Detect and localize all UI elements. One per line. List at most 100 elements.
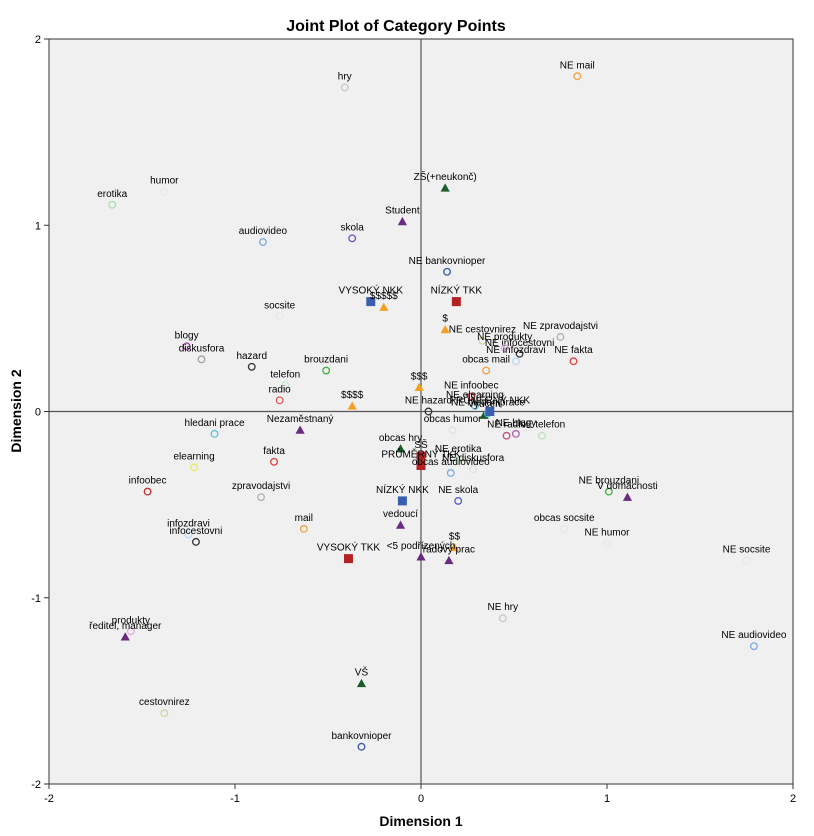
point-marker-circle [443, 267, 451, 276]
category-point: cestovnirez [139, 697, 190, 718]
category-point: VYSOKÝ NKK [339, 284, 403, 307]
point-label: řadový prac [423, 545, 475, 556]
point-marker-circle [160, 187, 169, 196]
y-tick-label: -2 [31, 779, 41, 791]
point-label: cestovnirez [139, 697, 190, 708]
chart-title: Joint Plot of Category Points [286, 18, 506, 35]
point-label: bankovnioper [331, 731, 392, 742]
point-marker-triangle [120, 632, 130, 641]
x-axis-title: Dimension 1 [379, 813, 462, 829]
point-marker-square [416, 451, 426, 461]
point-label: NE audiovideo [721, 630, 786, 641]
category-point: obcas hry [379, 433, 422, 453]
y-axis-ticks: -2 -1 0 1 2 [31, 34, 49, 791]
point-label: humor [150, 176, 179, 187]
category-point: obcas humor [424, 414, 482, 435]
point-label: NE hry [488, 602, 519, 613]
point-label: NE elearning [446, 390, 504, 401]
category-point: fakta [263, 446, 285, 466]
point-marker-circle [275, 312, 284, 321]
point-marker-circle [515, 349, 524, 358]
point-label: brouzdani [304, 355, 348, 366]
point-label: hledani prace [185, 418, 245, 429]
point-marker-circle [498, 614, 507, 623]
y-tick-label: 2 [35, 34, 41, 46]
point-label: NE fakta [554, 345, 593, 356]
point-marker-circle [742, 556, 751, 565]
category-point: produkty [112, 615, 150, 636]
point-marker-circle [446, 469, 455, 477]
category-point: obcas socsite [534, 513, 595, 533]
category-point: hledani prace [185, 418, 245, 438]
point-label: NE infocestovni [485, 338, 554, 349]
point-label: infozdravi [167, 518, 210, 529]
point-label: PRŮMĚRNÝ TKK [381, 448, 461, 461]
point-label: audiovideo [239, 226, 288, 237]
point-marker-circle [454, 496, 463, 505]
category-point: humor [150, 176, 179, 196]
point-marker-triangle [395, 444, 406, 453]
point-label: NE cestovnirez [449, 325, 516, 336]
point-label: $$$$ [341, 390, 364, 401]
point-label: NE mail [560, 60, 595, 71]
point-label: NE erotika [435, 444, 482, 455]
category-point: brouzdani [304, 355, 348, 375]
category-point: NE brouzdani [579, 476, 639, 496]
x-axis-ticks: -2 -1 0 1 2 [44, 784, 796, 805]
x-tick-label: 2 [790, 793, 796, 805]
point-label: infocestovni [170, 526, 223, 537]
point-label: $$$$$ [370, 291, 398, 302]
category-point: NE hazard [405, 396, 452, 416]
category-point: NE fakta [554, 345, 593, 366]
point-marker-circle [191, 537, 200, 546]
point-label: fakta [263, 446, 285, 457]
category-point: obcas audiovideo [412, 457, 490, 477]
point-label: Student [385, 206, 420, 217]
point-marker-triangle [444, 555, 454, 565]
category-point: NE infoobec [444, 381, 498, 401]
point-label: NÍZKÝ TKK [431, 284, 483, 297]
point-marker-circle [281, 381, 290, 390]
category-point: NE infozdravi [486, 345, 546, 366]
category-point: zpravodajstvi [232, 481, 290, 502]
point-label: infoobec [129, 476, 167, 487]
point-marker-triangle [449, 542, 460, 552]
point-marker-circle [511, 429, 520, 438]
point-marker-circle [258, 238, 267, 246]
category-point: vedoucí [383, 509, 418, 529]
category-point: skola [341, 222, 364, 243]
point-marker-square [343, 554, 353, 564]
category-points: hry NE mail humor erotika audiovideo skola Stu… [89, 60, 787, 751]
point-marker-square [416, 461, 426, 471]
point-label: obcas mail [462, 355, 510, 366]
point-marker-circle [210, 429, 219, 438]
point-marker-circle [604, 487, 613, 496]
point-marker-triangle [416, 552, 426, 561]
point-label: obcas socsite [534, 513, 595, 524]
point-label: NE hazard [405, 396, 452, 407]
point-marker-circle [348, 234, 357, 243]
point-marker-square [451, 297, 461, 307]
category-point: NE cestovnirez [449, 325, 516, 345]
point-marker-circle [126, 627, 135, 636]
point-label: NE bankovnioper [409, 256, 486, 267]
category-point: řadový prac [423, 545, 475, 565]
point-marker-square [397, 496, 407, 506]
point-marker-circle [603, 539, 611, 548]
point-marker-circle [299, 524, 308, 533]
category-point: PRŮMĚRNÝ TKK [381, 448, 461, 471]
category-point: VYSOKÝ TKK [317, 541, 380, 564]
category-point: NE erotika [435, 444, 482, 464]
category-point: NE humor [584, 528, 630, 548]
point-marker-circle [573, 72, 582, 81]
point-marker-circle [340, 83, 349, 92]
category-point: elearning [174, 451, 215, 472]
point-label: produkty [112, 615, 150, 626]
category-point: <5 podřízených [387, 541, 455, 561]
point-marker-circle [182, 342, 191, 351]
point-label: PRŮMĚRNÝ NKK [450, 394, 531, 407]
point-label: NE skola [438, 485, 478, 496]
point-label: NE radio [487, 420, 526, 431]
category-point: NE socsite [723, 545, 771, 565]
category-point: obcas mail [462, 355, 510, 375]
